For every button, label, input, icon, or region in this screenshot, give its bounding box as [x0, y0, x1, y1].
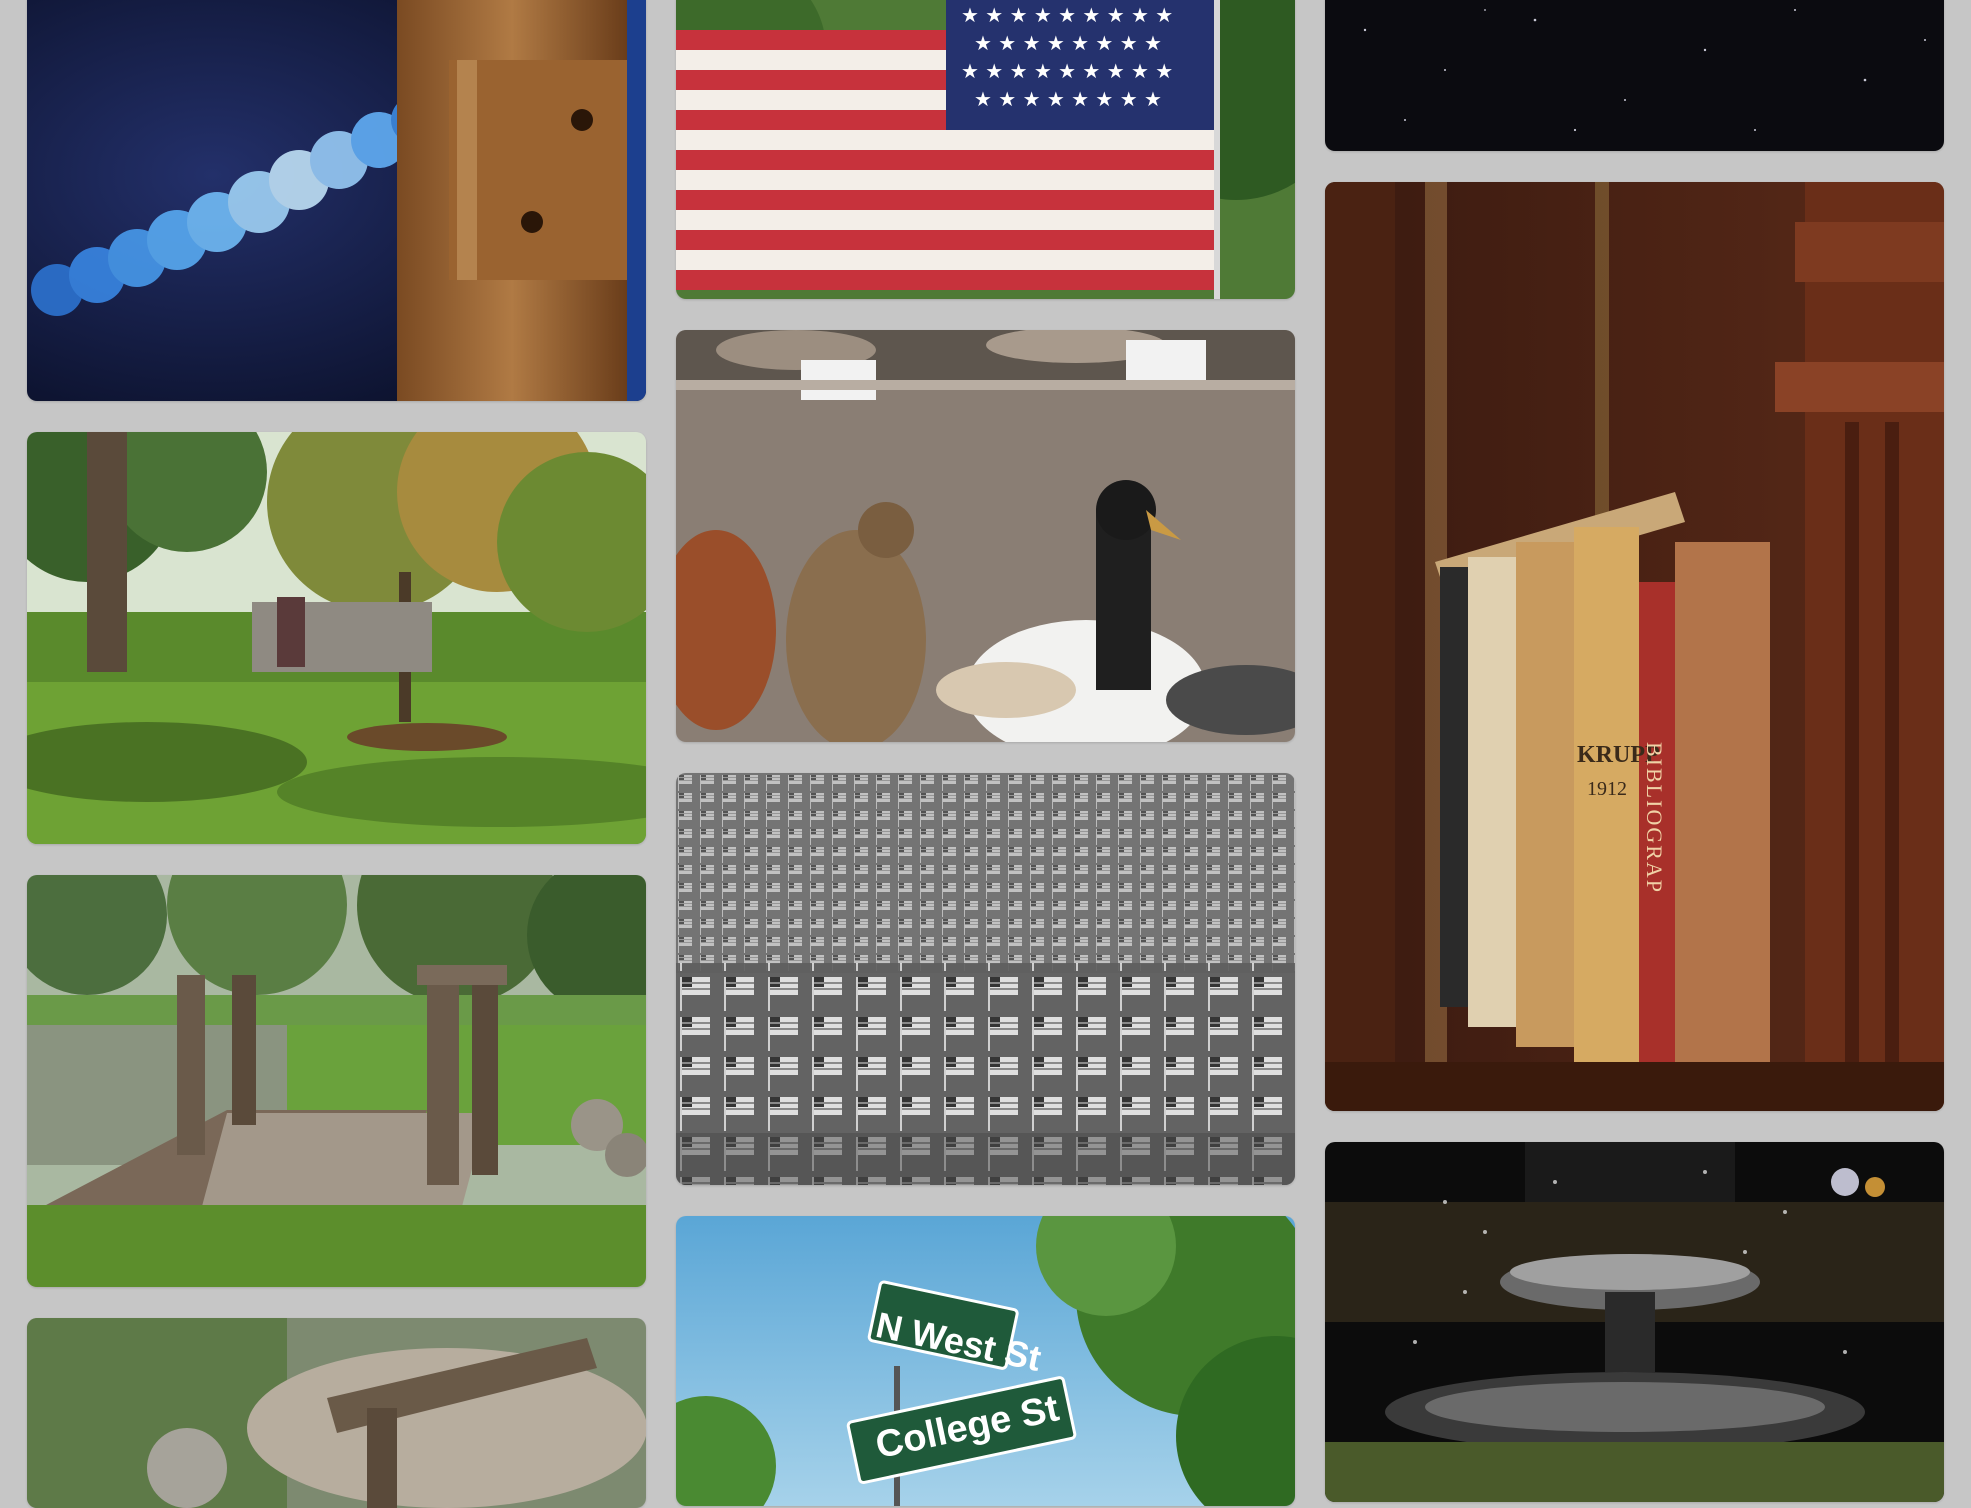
photo-tile-birds-display[interactable] [676, 330, 1295, 742]
photo-tile-fountain[interactable] [1325, 1142, 1944, 1502]
photo-tile-street-signs[interactable]: N West St College St [676, 1216, 1295, 1506]
photo-tile-flag-field[interactable] [676, 773, 1295, 1185]
photo-books [1325, 182, 1944, 1111]
photo-tile-bokeh-post[interactable] [27, 0, 646, 401]
photo-tile-books[interactable]: KRUPP 1912 BIBLIOGRAP [1325, 182, 1944, 1111]
photo-fountain [1325, 1142, 1944, 1502]
book-spine-title-krupp: KRUPP [1577, 742, 1660, 768]
photo-footbridge [27, 875, 646, 1287]
photo-bokeh-post [27, 0, 646, 401]
photo-park-bench [27, 432, 646, 844]
photo-street-signs [676, 1216, 1295, 1506]
photo-tile-night-sky[interactable] [1325, 0, 1944, 151]
photo-birds-display [676, 330, 1295, 742]
photo-tile-american-flag[interactable]: ★ ★ ★ ★ ★ ★ ★ ★ ★ ★ ★ ★ ★ ★ ★ ★ ★ ★ ★ ★ … [676, 0, 1295, 299]
sign-college [846, 1376, 1077, 1485]
photo-night-sky [1325, 0, 1944, 151]
svg-text:★ ★ ★ ★ ★ ★ ★ ★: ★ ★ ★ ★ ★ ★ ★ ★ [974, 87, 1162, 111]
sign-north-west [867, 1280, 1019, 1370]
photo-flag-field [676, 773, 1295, 1185]
photo-tile-park-bench[interactable] [27, 432, 646, 844]
book-spine-years: 1912 [1587, 778, 1627, 800]
book-spine-title-bibliography: BIBLIOGRAP [1642, 742, 1667, 895]
photo-tile-footbridge[interactable] [27, 875, 646, 1287]
svg-text:★ ★ ★ ★ ★ ★ ★ ★ ★: ★ ★ ★ ★ ★ ★ ★ ★ ★ [961, 3, 1173, 27]
svg-text:★ ★ ★ ★ ★ ★ ★ ★: ★ ★ ★ ★ ★ ★ ★ ★ [974, 31, 1162, 55]
photo-rustic-rail [27, 1318, 646, 1508]
svg-text:★ ★ ★ ★ ★ ★ ★ ★ ★: ★ ★ ★ ★ ★ ★ ★ ★ ★ [961, 59, 1173, 83]
photo-american-flag: ★ ★ ★ ★ ★ ★ ★ ★ ★ ★ ★ ★ ★ ★ ★ ★ ★ ★ ★ ★ … [676, 0, 1295, 299]
photo-tile-rustic-rail[interactable] [27, 1318, 646, 1508]
